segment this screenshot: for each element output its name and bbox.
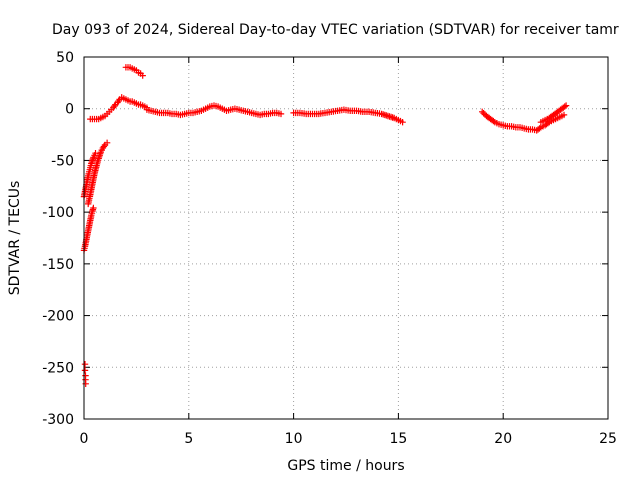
data-points	[80, 64, 570, 387]
x-axis-label: GPS time / hours	[287, 458, 404, 474]
data-point-low-cluster	[81, 361, 89, 368]
data-point-afternoon	[383, 112, 390, 119]
plot-frame	[83, 56, 609, 420]
y-tick-label: -50	[51, 153, 74, 169]
x-tick-label: 15	[389, 431, 407, 447]
data-point-evening	[479, 108, 486, 115]
x-tick-label: 10	[285, 431, 303, 447]
y-tick-label: -200	[42, 309, 74, 325]
data-point-evening	[536, 125, 543, 132]
y-tick-label: -300	[42, 412, 74, 428]
data-point-evening	[560, 111, 568, 119]
y-tick-label: 50	[56, 50, 74, 66]
x-tick-label: 5	[184, 431, 193, 447]
data-point-evening	[480, 110, 487, 117]
data-point-steep-descent-c	[103, 139, 111, 146]
x-tick-label: 25	[599, 431, 617, 447]
data-point-evening-rise	[561, 103, 568, 110]
data-point-early-high	[139, 72, 146, 79]
y-tick-label: -100	[42, 205, 74, 221]
data-point-post-rise	[111, 102, 118, 110]
axis-ticks: 50 0 -50 -100 -150 -200 -250 -300 0 5 10 15 20 25	[42, 50, 617, 447]
y-tick-label: -150	[42, 257, 74, 273]
data-point-steep-descent-a	[90, 204, 97, 212]
chart-title: Day 093 of 2024, Sidereal Day-to-day VTE…	[52, 22, 619, 38]
y-tick-label: 0	[65, 102, 74, 118]
x-tick-label: 20	[494, 431, 512, 447]
y-axis-label: SDTVAR / TECUs	[7, 181, 23, 296]
x-tick-label: 0	[80, 431, 89, 447]
grid	[84, 57, 608, 419]
data-point-evening-rise	[562, 102, 570, 109]
data-point-afternoon	[399, 119, 406, 126]
y-tick-label: -250	[42, 360, 74, 376]
data-point-evening	[490, 117, 497, 125]
data-point-low-cluster	[82, 380, 89, 387]
data-point-steep-descent-c	[97, 150, 104, 157]
data-point-daytime	[277, 110, 285, 118]
data-point-evening	[544, 120, 552, 127]
